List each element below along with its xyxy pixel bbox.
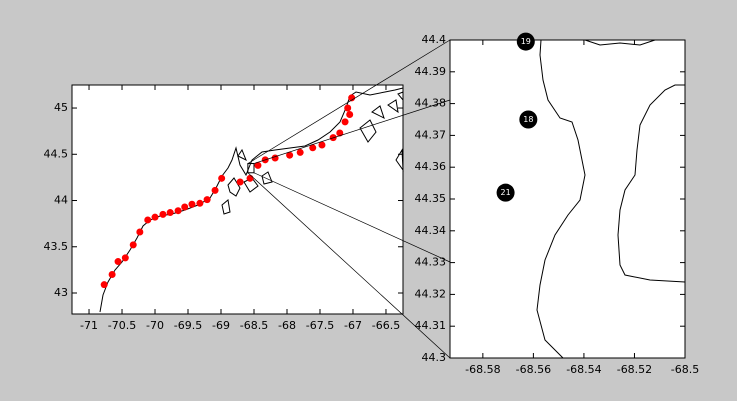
point: [246, 174, 254, 182]
x-tick-label: -67.5: [306, 319, 334, 332]
point: [100, 281, 108, 289]
x-tick-label: -68.5: [671, 363, 699, 376]
y-tick-label: 45: [54, 101, 68, 114]
y-tick-label: 44.3: [422, 351, 447, 364]
point: [236, 178, 244, 186]
marker-label: 18: [523, 115, 533, 124]
y-tick-label: 44.4: [422, 33, 447, 46]
marker-label: 21: [500, 188, 510, 197]
x-tick-label: -69: [212, 319, 230, 332]
marker: [496, 183, 515, 202]
y-tick-label: 44.39: [415, 65, 447, 78]
point: [203, 196, 211, 204]
point: [336, 129, 344, 137]
zoom-box: [247, 163, 255, 174]
y-tick-label: 43.5: [44, 240, 69, 253]
point: [286, 151, 294, 159]
point: [344, 104, 352, 112]
marker: [516, 32, 535, 51]
point: [108, 271, 116, 279]
zoom-connector: [247, 172, 451, 359]
point: [136, 228, 144, 236]
point: [348, 94, 356, 102]
point: [211, 186, 219, 194]
point: [346, 111, 354, 119]
point: [159, 210, 167, 218]
zoom-connector: [253, 99, 451, 164]
x-tick-label: -66.5: [372, 319, 400, 332]
y-tick-label: 44: [54, 194, 68, 207]
x-tick-label: -68.58: [465, 363, 500, 376]
point: [254, 161, 262, 169]
point: [144, 216, 152, 224]
zoom-connector: [247, 39, 451, 164]
zoom-contours: [536, 39, 686, 359]
point: [309, 144, 317, 152]
y-tick-label: 43: [54, 286, 68, 299]
point: [218, 174, 226, 182]
point: [114, 258, 122, 266]
x-tick-label: -71: [80, 319, 98, 332]
marker-label: 19: [521, 37, 531, 46]
x-tick-label: -70.5: [108, 319, 136, 332]
y-tick-label: 44.31: [415, 319, 447, 332]
left-axes: [71, 84, 404, 315]
x-tick-label: -68.56: [516, 363, 551, 376]
y-tick-label: 44.34: [415, 224, 447, 237]
y-tick-label: 44.33: [415, 256, 447, 269]
point: [318, 141, 326, 149]
x-tick-label: -69.5: [174, 319, 202, 332]
point: [196, 199, 204, 207]
point: [121, 254, 129, 262]
right-axes: [449, 39, 686, 359]
x-tick-label: -70: [146, 319, 164, 332]
x-tick-label: -68.54: [566, 363, 601, 376]
marker: [519, 110, 538, 129]
point: [174, 207, 182, 215]
point: [129, 241, 137, 249]
y-tick-label: 44.32: [415, 287, 447, 300]
y-tick-label: 44.37: [415, 128, 447, 141]
y-tick-label: 44.5: [44, 147, 69, 160]
point: [151, 213, 159, 221]
y-tick-label: 44.35: [415, 192, 447, 205]
point: [296, 148, 304, 156]
point: [166, 209, 174, 217]
point: [341, 118, 349, 126]
x-tick-label: -68.5: [240, 319, 268, 332]
point: [181, 203, 189, 211]
x-tick-label: -67: [344, 319, 362, 332]
x-tick-label: -68.52: [617, 363, 652, 376]
point: [188, 200, 196, 208]
y-tick-label: 44.36: [415, 160, 447, 173]
zoom-connector: [253, 172, 451, 263]
x-tick-label: -68: [278, 319, 296, 332]
y-tick-label: 44.38: [415, 97, 447, 110]
